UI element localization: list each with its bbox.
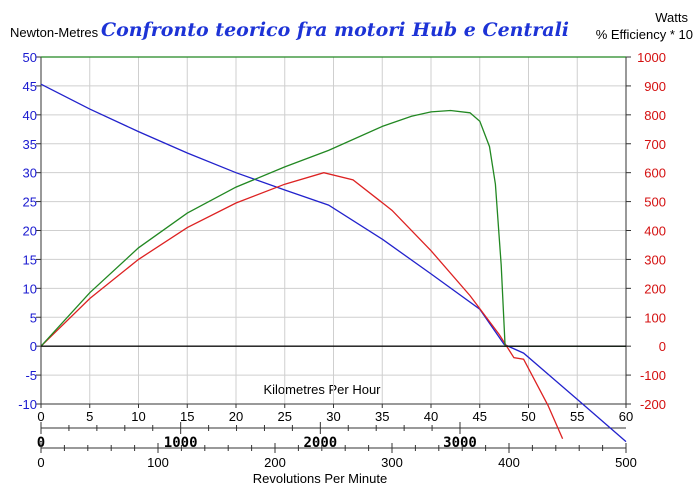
left-tick-label: 35 bbox=[23, 137, 37, 152]
left-tick-label: 50 bbox=[23, 50, 37, 65]
kmh-tick-label: 50 bbox=[521, 409, 535, 424]
rpm-tick-label: 0 bbox=[37, 455, 44, 470]
right-tick-label: -100 bbox=[640, 368, 666, 383]
grid-layer bbox=[40, 56, 627, 405]
right-tick-label: 200 bbox=[644, 281, 666, 296]
right-tick-label: 300 bbox=[644, 252, 666, 267]
middle-tick-label: 3000 bbox=[443, 435, 477, 451]
kmh-tick-label: 45 bbox=[473, 409, 487, 424]
right-tick-label: 500 bbox=[644, 195, 666, 210]
kmh-tick-label: 60 bbox=[619, 409, 633, 424]
right-tick-label: 600 bbox=[644, 166, 666, 181]
series-layer bbox=[40, 56, 627, 443]
kmh-tick-label: 35 bbox=[375, 409, 389, 424]
right-axis-label-line1: Watts bbox=[655, 10, 688, 25]
kmh-tick-label: 15 bbox=[180, 409, 194, 424]
rpm-tick-label: 100 bbox=[147, 455, 169, 470]
kmh-tick-label: 20 bbox=[229, 409, 243, 424]
rpm-axis-label: Revolutions Per Minute bbox=[253, 471, 387, 486]
kmh-tick-label: 0 bbox=[37, 409, 44, 424]
rpm-tick-label: 200 bbox=[264, 455, 286, 470]
kmh-tick-label: 10 bbox=[131, 409, 145, 424]
kmh-axis-label: Kilometres Per Hour bbox=[263, 382, 381, 397]
left-tick-label: 10 bbox=[23, 281, 37, 296]
series-line-1 bbox=[40, 83, 627, 443]
chart-title: Confronto teorico fra motori Hub e Centr… bbox=[101, 19, 569, 41]
right-tick-label: 900 bbox=[644, 79, 666, 94]
left-tick-label: -5 bbox=[25, 368, 37, 383]
left-tick-label: 0 bbox=[30, 339, 37, 354]
left-tick-label: 15 bbox=[23, 252, 37, 267]
right-tick-label: 400 bbox=[644, 224, 666, 239]
series-line-3 bbox=[40, 109, 626, 347]
kmh-tick-label: 40 bbox=[424, 409, 438, 424]
right-tick-label: 800 bbox=[644, 108, 666, 123]
rpm-tick-label: 400 bbox=[498, 455, 520, 470]
kmh-tick-label: 5 bbox=[86, 409, 93, 424]
kmh-tick-label: 30 bbox=[326, 409, 340, 424]
left-tick-label: 25 bbox=[23, 195, 37, 210]
left-tick-label: 5 bbox=[30, 310, 37, 325]
right-axis-label-line2: % Efficiency * 10 bbox=[596, 27, 693, 42]
right-tick-label: 100 bbox=[644, 310, 666, 325]
left-tick-label: 40 bbox=[23, 108, 37, 123]
middle-tick-label: 1000 bbox=[164, 435, 198, 451]
left-tick-label: 20 bbox=[23, 224, 37, 239]
kmh-tick-label: 25 bbox=[278, 409, 292, 424]
right-tick-label: 700 bbox=[644, 137, 666, 152]
right-tick-label: 1000 bbox=[637, 50, 666, 65]
left-tick-label: -10 bbox=[18, 397, 37, 412]
rpm-tick-label: 500 bbox=[615, 455, 637, 470]
rpm-tick-label: 300 bbox=[381, 455, 403, 470]
ticks-layer: 50454035302520151050-5-10100090080070060… bbox=[18, 50, 666, 470]
right-tick-label: -200 bbox=[640, 397, 666, 412]
kmh-tick-label: 55 bbox=[570, 409, 584, 424]
left-tick-label: 30 bbox=[23, 166, 37, 181]
series-line-2 bbox=[40, 172, 564, 439]
right-tick-label: 0 bbox=[659, 339, 666, 354]
left-axis-label: Newton-Metres bbox=[10, 25, 99, 40]
middle-tick-label: 2000 bbox=[303, 435, 337, 451]
left-tick-label: 45 bbox=[23, 79, 37, 94]
